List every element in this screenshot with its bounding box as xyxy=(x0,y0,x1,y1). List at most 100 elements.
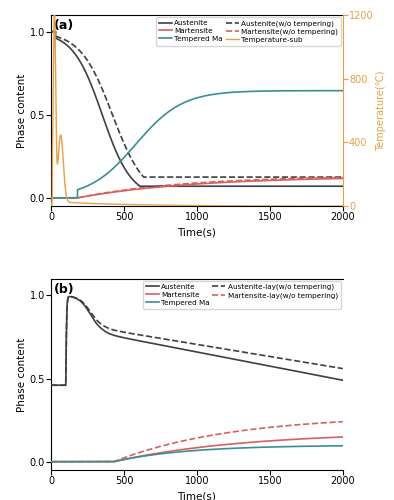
Martensite xyxy=(188,182,192,188)
Line: Martensite-lay(w/o tempering): Martensite-lay(w/o tempering) xyxy=(51,422,343,462)
Austenite(w/o tempering) xyxy=(49,28,54,34)
Y-axis label: Phase content: Phase content xyxy=(17,337,27,411)
Tempered Ma xyxy=(340,443,345,449)
Martensite-lay(w/o tempering) xyxy=(317,420,322,426)
Austenite xyxy=(174,345,178,351)
Tempered Ma xyxy=(317,443,322,449)
Austenite xyxy=(67,294,72,300)
Austenite-lay(w/o tempering) xyxy=(174,338,178,344)
Martensite xyxy=(261,438,266,444)
Austenite xyxy=(138,183,142,189)
Martensite xyxy=(340,434,345,440)
Y-axis label: Phase content: Phase content xyxy=(17,74,27,148)
Austenite xyxy=(49,28,54,34)
Tempered Ma xyxy=(174,449,178,455)
Austenite xyxy=(340,183,345,189)
Text: (b): (b) xyxy=(54,282,75,296)
Austenite(w/o tempering) xyxy=(171,174,176,180)
Tempered Ma xyxy=(188,448,192,454)
Austenite(w/o tempering) xyxy=(331,174,336,180)
Martensite(w/o tempering) xyxy=(261,176,266,182)
Tempered Ma xyxy=(171,106,176,112)
Martensite-lay(w/o tempering) xyxy=(331,419,336,425)
Austenite xyxy=(317,372,322,378)
Tempered Ma xyxy=(49,195,54,201)
Austenite-lay(w/o tempering) xyxy=(171,338,176,344)
Legend: Austenite, Martensite, Tempered Ma, Austenite-lay(w/o tempering), Martensite-lay: Austenite, Martensite, Tempered Ma, Aust… xyxy=(143,281,341,308)
Austenite-lay(w/o tempering) xyxy=(67,294,72,300)
Tempered Ma xyxy=(261,444,266,450)
Tempered Ma xyxy=(188,98,192,103)
Austenite-lay(w/o tempering) xyxy=(340,366,345,372)
Martensite-lay(w/o tempering) xyxy=(188,436,192,442)
Austenite-lay(w/o tempering) xyxy=(188,340,192,346)
Austenite xyxy=(340,377,345,383)
Line: Austenite(w/o tempering): Austenite(w/o tempering) xyxy=(51,32,343,177)
Martensite-lay(w/o tempering) xyxy=(174,440,178,446)
Martensite(w/o tempering) xyxy=(174,182,178,188)
Martensite xyxy=(171,182,176,188)
Martensite xyxy=(317,435,322,441)
Austenite(w/o tempering) xyxy=(317,174,322,180)
Austenite xyxy=(174,183,178,189)
Tempered Ma xyxy=(331,443,336,449)
Line: Martensite: Martensite xyxy=(51,437,343,462)
Austenite xyxy=(171,344,176,350)
Martensite(w/o tempering) xyxy=(317,175,322,181)
Text: (a): (a) xyxy=(54,19,74,32)
Line: Austenite: Austenite xyxy=(51,32,343,186)
Martensite-lay(w/o tempering) xyxy=(171,440,176,446)
Line: Tempered Ma: Tempered Ma xyxy=(51,446,343,462)
Martensite xyxy=(261,178,266,184)
Tempered Ma xyxy=(317,88,322,94)
Martensite(w/o tempering) xyxy=(188,180,192,186)
X-axis label: Time(s): Time(s) xyxy=(178,492,216,500)
Austenite xyxy=(261,183,266,189)
Martensite xyxy=(340,176,345,182)
Line: Austenite: Austenite xyxy=(51,296,343,385)
Line: Martensite: Martensite xyxy=(51,178,343,198)
Martensite xyxy=(317,176,322,182)
Martensite xyxy=(331,176,336,182)
Austenite xyxy=(331,183,336,189)
Tempered Ma xyxy=(171,450,176,456)
Martensite(w/o tempering) xyxy=(340,174,345,180)
Austenite(w/o tempering) xyxy=(188,174,192,180)
Line: Martensite(w/o tempering): Martensite(w/o tempering) xyxy=(51,178,343,198)
Austenite xyxy=(188,348,192,354)
Austenite(w/o tempering) xyxy=(141,174,146,180)
Martensite xyxy=(331,434,336,440)
Martensite-lay(w/o tempering) xyxy=(261,425,266,431)
Austenite-lay(w/o tempering) xyxy=(317,362,322,368)
Austenite xyxy=(331,376,336,382)
X-axis label: Time(s): Time(s) xyxy=(178,228,216,238)
Legend: Austenite, Martensite, Tempered Ma, Austenite(w/o tempering), Martensite(w/o tem: Austenite, Martensite, Tempered Ma, Aust… xyxy=(156,17,341,46)
Tempered Ma xyxy=(261,88,266,94)
Austenite xyxy=(171,183,176,189)
Austenite xyxy=(261,362,266,368)
Martensite xyxy=(49,458,54,464)
Tempered Ma xyxy=(174,104,178,110)
Austenite(w/o tempering) xyxy=(340,174,345,180)
Martensite xyxy=(174,182,178,188)
Austenite-lay(w/o tempering) xyxy=(261,352,266,358)
Austenite xyxy=(49,382,54,388)
Martensite xyxy=(188,446,192,452)
Austenite xyxy=(317,183,322,189)
Austenite(w/o tempering) xyxy=(174,174,178,180)
Line: Tempered Ma: Tempered Ma xyxy=(51,90,343,198)
Y-axis label: Temperature(℃): Temperature(℃) xyxy=(376,70,387,151)
Martensite-lay(w/o tempering) xyxy=(340,418,345,424)
Line: Austenite-lay(w/o tempering): Austenite-lay(w/o tempering) xyxy=(51,296,343,385)
Austenite(w/o tempering) xyxy=(261,174,266,180)
Tempered Ma xyxy=(331,88,336,94)
Martensite(w/o tempering) xyxy=(49,195,54,201)
Martensite-lay(w/o tempering) xyxy=(49,458,54,464)
Tempered Ma xyxy=(340,88,345,94)
Austenite xyxy=(188,183,192,189)
Martensite(w/o tempering) xyxy=(331,174,336,180)
Martensite xyxy=(171,448,176,454)
Martensite(w/o tempering) xyxy=(171,182,176,188)
Austenite-lay(w/o tempering) xyxy=(49,382,54,388)
Austenite-lay(w/o tempering) xyxy=(331,364,336,370)
